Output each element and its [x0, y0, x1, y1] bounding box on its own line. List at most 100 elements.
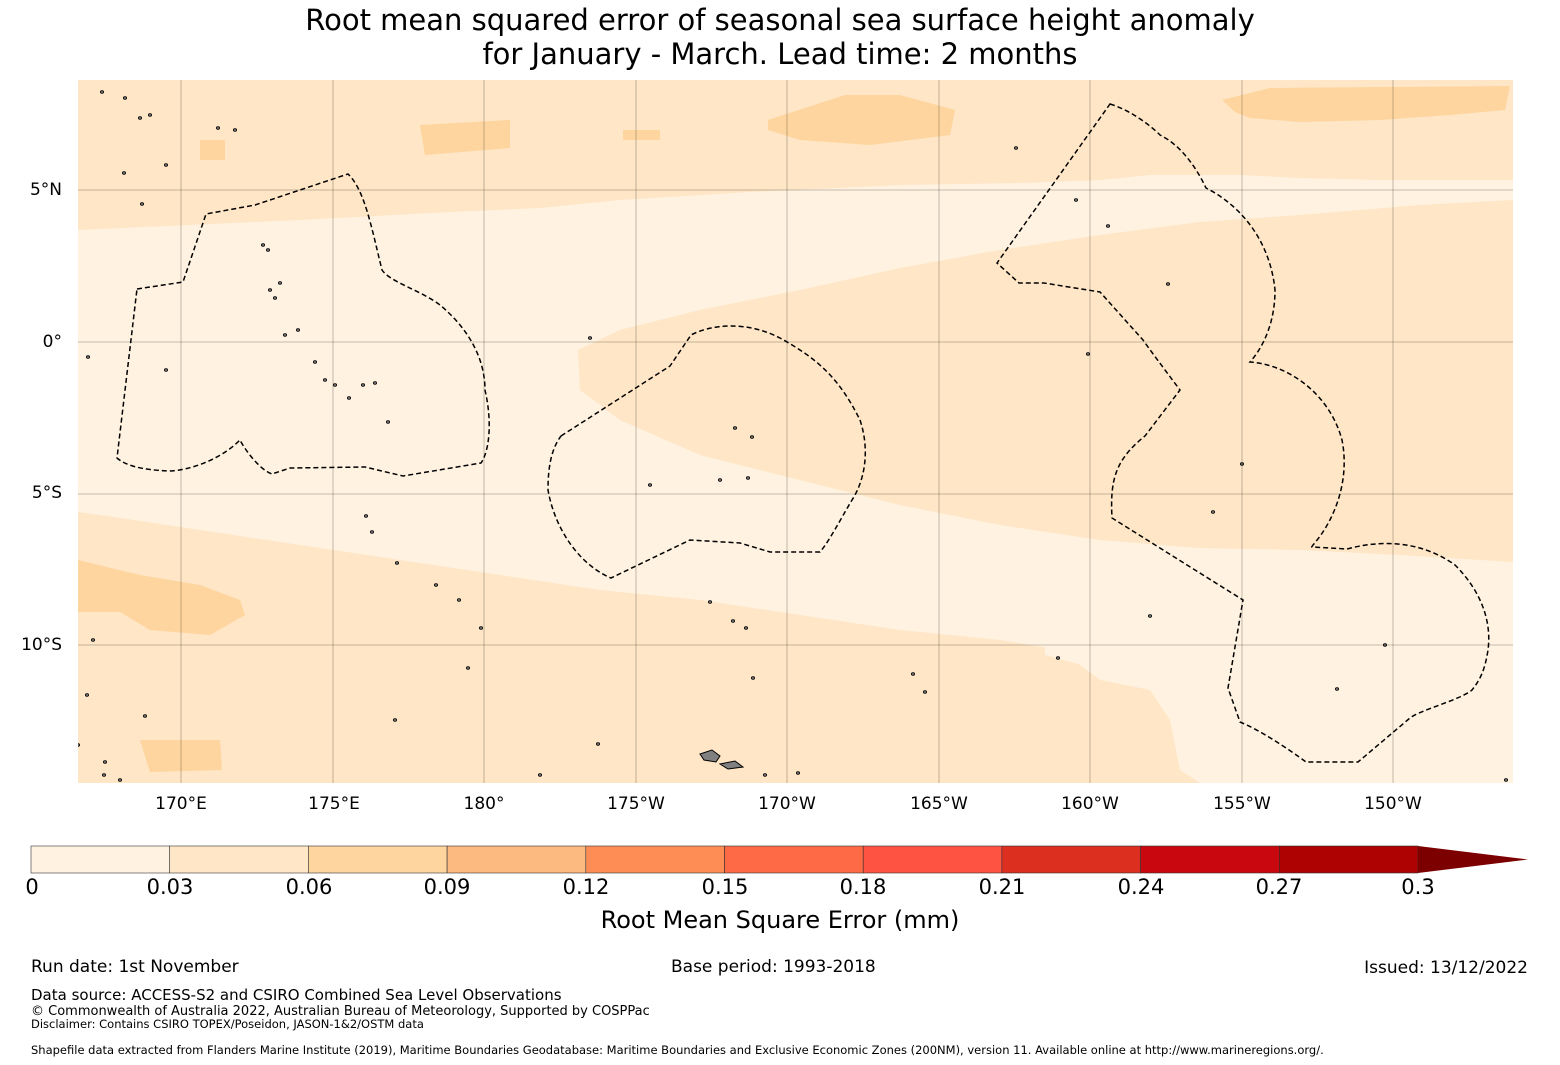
island	[763, 773, 768, 777]
colorbar-tick: 0.27	[1255, 875, 1303, 899]
island	[465, 666, 470, 670]
eez-boundary-kiribati-phoenix	[547, 325, 866, 579]
island	[718, 478, 723, 482]
map-title-line1: Root mean squared error of seasonal sea …	[305, 3, 1255, 37]
colorbar-bin	[1001, 845, 1141, 874]
island	[1211, 510, 1216, 514]
colorbar-bin	[446, 845, 587, 874]
data-source: Data source: ACCESS-S2 and CSIRO Combine…	[31, 986, 562, 1004]
island	[1014, 146, 1019, 150]
island	[346, 396, 351, 400]
island	[215, 126, 220, 130]
island	[478, 626, 483, 630]
lat-label: 5°N	[29, 180, 62, 200]
coastlines	[78, 90, 1509, 782]
island	[1166, 282, 1171, 286]
island	[142, 714, 147, 718]
colorbar-tick: 0.18	[839, 875, 887, 899]
colorbar-tick: 0.06	[285, 875, 333, 899]
island	[122, 171, 127, 175]
island	[163, 163, 168, 167]
rmse-field-0.06-0.09-patch	[1222, 86, 1510, 122]
lat-label: 10°S	[21, 635, 62, 655]
island	[744, 626, 749, 630]
island	[1335, 687, 1340, 691]
colorbar-tick: 0	[25, 875, 39, 899]
rmse-field-0-0.03	[78, 175, 1513, 783]
island	[588, 336, 593, 340]
island	[746, 476, 751, 480]
lat-label: 5°S	[31, 483, 62, 503]
colorbar-tick: 0.21	[978, 875, 1026, 899]
island	[139, 202, 144, 206]
colorbar-tick: 0.03	[146, 875, 194, 899]
island	[163, 368, 168, 372]
run-date: Run date: 1st November	[31, 957, 239, 977]
island	[91, 638, 96, 642]
island	[322, 378, 327, 382]
colorbar-bin	[30, 845, 170, 874]
island	[923, 690, 928, 694]
lon-label: 175°W	[607, 794, 665, 814]
island	[1383, 643, 1388, 647]
rmse-field-0.06-0.09-patch	[140, 740, 222, 772]
island	[433, 583, 438, 587]
colorbar-bin	[862, 845, 1003, 874]
island	[260, 243, 265, 247]
island	[86, 355, 91, 359]
island	[1074, 198, 1079, 202]
island	[267, 288, 272, 292]
colorbar-bin	[308, 845, 448, 874]
copyright-notice: © Commonwealth of Australia 2022, Austra…	[31, 1004, 650, 1019]
eez-boundary-kiribati-line	[996, 103, 1490, 763]
base-period: Base period: 1993-2018	[671, 957, 876, 977]
shapefile-credit: Shapefile data extracted from Flanders M…	[31, 1043, 1324, 1057]
lon-label: 170°W	[758, 794, 816, 814]
colorbar-tick: 0.09	[423, 875, 471, 899]
colorbar-bin	[169, 845, 309, 874]
island	[538, 773, 543, 777]
island	[1240, 462, 1245, 466]
lon-label: 150°W	[1364, 794, 1422, 814]
rmse-field-0.06-0.09-patch	[623, 130, 660, 140]
island	[123, 96, 128, 100]
island	[272, 296, 277, 300]
island	[312, 360, 317, 364]
island	[796, 771, 801, 775]
island	[232, 128, 237, 132]
lat-label: 0°	[42, 332, 62, 352]
colorbar-extend-arrow	[1418, 846, 1528, 873]
island	[103, 760, 108, 764]
map-title-line2: for January - March. Lead time: 2 months	[482, 37, 1078, 71]
island	[332, 383, 337, 387]
lon-label: 160°W	[1061, 794, 1119, 814]
map-area	[78, 80, 1513, 783]
colorbar-bin	[585, 845, 725, 874]
island	[596, 742, 601, 746]
island	[1148, 614, 1153, 618]
colorbar	[30, 845, 1528, 874]
island	[731, 619, 736, 623]
island	[733, 426, 738, 430]
disclaimer: Disclaimer: Contains CSIRO TOPEX/Poseido…	[31, 1017, 424, 1031]
island	[137, 116, 142, 120]
island	[750, 435, 755, 439]
island	[282, 333, 287, 337]
island	[1056, 656, 1061, 660]
colorbar-tick: 0.15	[701, 875, 749, 899]
island	[394, 561, 399, 565]
island	[78, 743, 80, 747]
colorbar-bin	[724, 845, 864, 874]
samoa-land	[699, 749, 745, 770]
island	[277, 281, 282, 285]
island	[392, 718, 397, 722]
island	[648, 483, 653, 487]
island	[708, 600, 713, 604]
island	[363, 514, 368, 518]
rmse-field-0.06-0.09-patch	[420, 120, 510, 155]
rmse-field-0.06-0.09-patch	[768, 95, 955, 145]
rmse-field-0.06-0.09-patch	[200, 140, 225, 160]
island	[360, 383, 365, 387]
island	[118, 778, 123, 782]
